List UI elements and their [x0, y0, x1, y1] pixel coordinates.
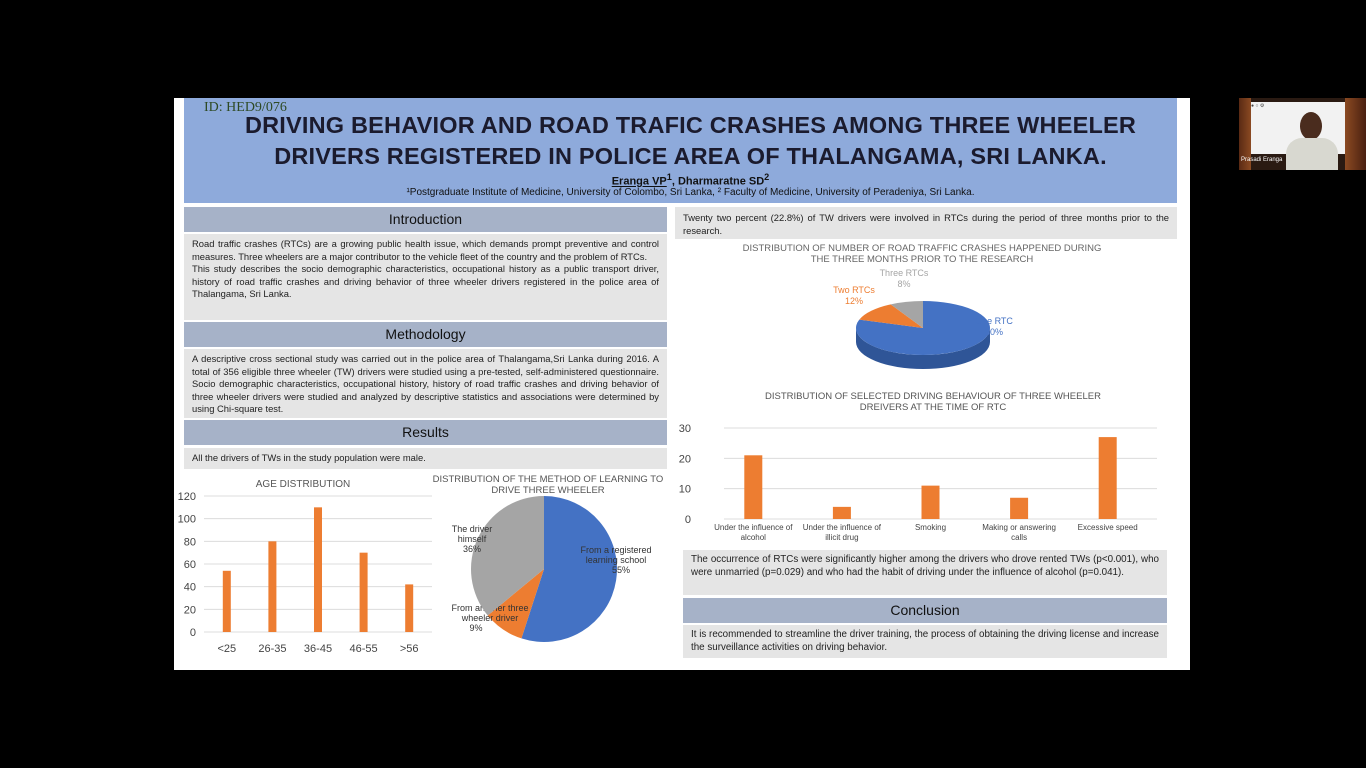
age-chart-ytick: 60	[184, 559, 196, 571]
poster-title-line2: DRIVERS REGISTERED IN POLICE AREA OF THA…	[274, 143, 1107, 169]
learn-pie-slice	[487, 569, 544, 639]
introduction-text: Road traffic crashes (RTCs) are a growin…	[184, 234, 667, 320]
behav-chart-xtick: calls	[1011, 533, 1027, 542]
video-curtain-right	[1345, 98, 1366, 170]
learn-pie-label: From a registered	[580, 545, 651, 555]
learn-pie-percent: 9%	[469, 623, 482, 633]
behav-chart-ytick: 0	[685, 514, 691, 526]
introduction-heading: Introduction	[184, 207, 667, 232]
results-heading: Results	[184, 420, 667, 445]
rtc-pie-label: Three RTCs	[880, 268, 929, 278]
rtc-chart-title-line1: DISTRIBUTION OF NUMBER OF ROAD TRAFFIC C…	[743, 243, 1102, 254]
learn-pie-label: himself	[458, 534, 487, 544]
author1-sup: 1	[666, 172, 672, 182]
behav-chart-ytick: 10	[679, 484, 691, 496]
learn-pie-percent: 55%	[612, 565, 630, 575]
learn-pie-label: wheeler driver	[461, 613, 519, 623]
behav-chart-xtick: Under the influence of	[714, 523, 793, 532]
rtc-pie-side	[856, 328, 990, 369]
rtc-pie-percent: 8%	[897, 279, 910, 289]
age-chart-ytick: 40	[184, 582, 196, 594]
age-chart-xtick: >56	[400, 643, 419, 655]
age-chart-bar	[314, 507, 322, 632]
rtc-involvement-text: Twenty two percent (22.8%) of TW drivers…	[675, 207, 1177, 239]
learn-pie-slice	[521, 496, 617, 642]
rtc-pie-label: One RTC	[975, 316, 1013, 326]
learn-pie-percent: 36%	[463, 544, 481, 554]
conclusion-heading: Conclusion	[683, 598, 1167, 623]
age-chart-bar	[359, 552, 368, 632]
rtc-chart-title-line2: THE THREE MONTHS PRIOR TO THE RESEARCH	[811, 254, 1034, 265]
author-separator: ,	[671, 175, 678, 188]
behav-chart-bar	[832, 506, 851, 519]
mic-status-icon: ● ○ ⚙	[1251, 103, 1265, 109]
age-chart-xtick: 36-45	[304, 643, 332, 655]
age-chart-bar	[222, 570, 231, 632]
behav-chart-ytick: 20	[679, 453, 691, 465]
age-chart-bar	[268, 541, 277, 632]
age-chart-ytick: 20	[184, 604, 196, 616]
title-banner: ID: HED9/076 DRIVING BEHAVIOR AND ROAD T…	[184, 98, 1177, 203]
learn-pie-label: The driver	[452, 524, 493, 534]
methodology-heading: Methodology	[184, 322, 667, 347]
age-chart-bar	[405, 584, 414, 632]
author2: Dharmaratne SD	[677, 175, 765, 188]
poster-id: ID: HED9/076	[204, 100, 287, 115]
findings-text: The occurrence of RTCs were significantl…	[683, 550, 1167, 595]
behav-chart-bar	[744, 455, 763, 519]
conclusion-text: It is recommended to streamline the driv…	[683, 625, 1167, 658]
introduction-paragraph-2: This study describes the socio demograph…	[192, 263, 659, 300]
age-distribution-chart: AGE DISTRIBUTION 0 20 40 60 80 100 120 <25 26-35 3…	[178, 479, 432, 655]
methodology-text: A descriptive cross sectional study was …	[184, 349, 667, 418]
age-chart-xtick: <25	[217, 643, 236, 655]
author1: Eranga VP	[611, 175, 667, 188]
learn-chart-title-line2: DRIVE THREE WHEELER	[491, 485, 604, 496]
behav-chart-bar	[1010, 497, 1029, 519]
rtc-pie-slice	[890, 301, 923, 328]
learn-pie-label: learning school	[586, 555, 647, 565]
behav-chart-xtick: Excessive speed	[1078, 523, 1138, 532]
poster-title: DRIVING BEHAVIOR AND ROAD TRAFIC CRASHES…	[204, 110, 1177, 172]
behav-chart-ytick: 30	[679, 423, 691, 435]
participant-video-tile[interactable]: ● ○ ⚙ Prasadi Eranga	[1239, 98, 1366, 170]
learn-pie-slice	[471, 496, 544, 616]
video-curtain-left	[1239, 98, 1251, 170]
age-chart-title: AGE DISTRIBUTION	[256, 479, 350, 490]
author2-sup: 2	[764, 172, 770, 182]
rtc-pie-percent: 80%	[985, 327, 1003, 337]
learning-method-chart: DISTRIBUTION OF THE METHOD OF LEARNING T…	[433, 474, 664, 642]
rtc-pie-label: Two RTCs	[833, 285, 875, 295]
participant-body	[1286, 138, 1338, 170]
rtc-pie-slice	[859, 304, 923, 328]
authors: Eranga VP1, Dharmaratne SD2	[184, 172, 1197, 188]
rtc-count-chart: DISTRIBUTION OF NUMBER OF ROAD TRAFFIC C…	[743, 243, 1102, 369]
driving-behaviour-chart: DISTRIBUTION OF SELECTED DRIVING BEHAVIO…	[679, 391, 1157, 542]
behav-chart-title-line1: DISTRIBUTION OF SELECTED DRIVING BEHAVIO…	[765, 391, 1101, 402]
age-chart-ytick: 80	[184, 536, 196, 548]
participant-head	[1300, 112, 1322, 140]
affiliations: ¹Postgraduate Institute of Medicine, Uni…	[406, 187, 975, 198]
behav-chart-bar	[1098, 437, 1117, 519]
results-text: All the drivers of TWs in the study popu…	[184, 448, 667, 469]
behav-chart-xtick: Smoking	[915, 523, 946, 532]
participant-name: Prasadi Eranga	[1241, 157, 1283, 163]
age-chart-xtick: 46-55	[350, 643, 378, 655]
behav-chart-bar	[921, 485, 940, 519]
rtc-pie-percent: 12%	[845, 296, 863, 306]
poster: ID: HED9/076 DRIVING BEHAVIOR AND ROAD T…	[174, 98, 1190, 670]
age-chart-ytick: 120	[178, 491, 196, 503]
behav-chart-title-line2: DREIVERS AT THE TIME OF RTC	[860, 402, 1007, 413]
behav-chart-xtick: Under the influence of	[803, 523, 882, 532]
behav-chart-xtick: illicit drug	[825, 533, 858, 542]
age-chart-ytick: 100	[178, 514, 196, 526]
poster-title-line1: DRIVING BEHAVIOR AND ROAD TRAFIC CRASHES…	[244, 112, 1137, 138]
learn-chart-title-line1: DISTRIBUTION OF THE METHOD OF LEARNING T…	[433, 474, 664, 485]
behav-chart-xtick: Making or answering	[982, 523, 1056, 532]
behav-chart-xtick: alcohol	[741, 533, 767, 542]
age-chart-ytick: 0	[190, 627, 196, 639]
age-chart-xtick: 26-35	[258, 643, 286, 655]
introduction-paragraph-1: Road traffic crashes (RTCs) are a growin…	[192, 238, 659, 262]
